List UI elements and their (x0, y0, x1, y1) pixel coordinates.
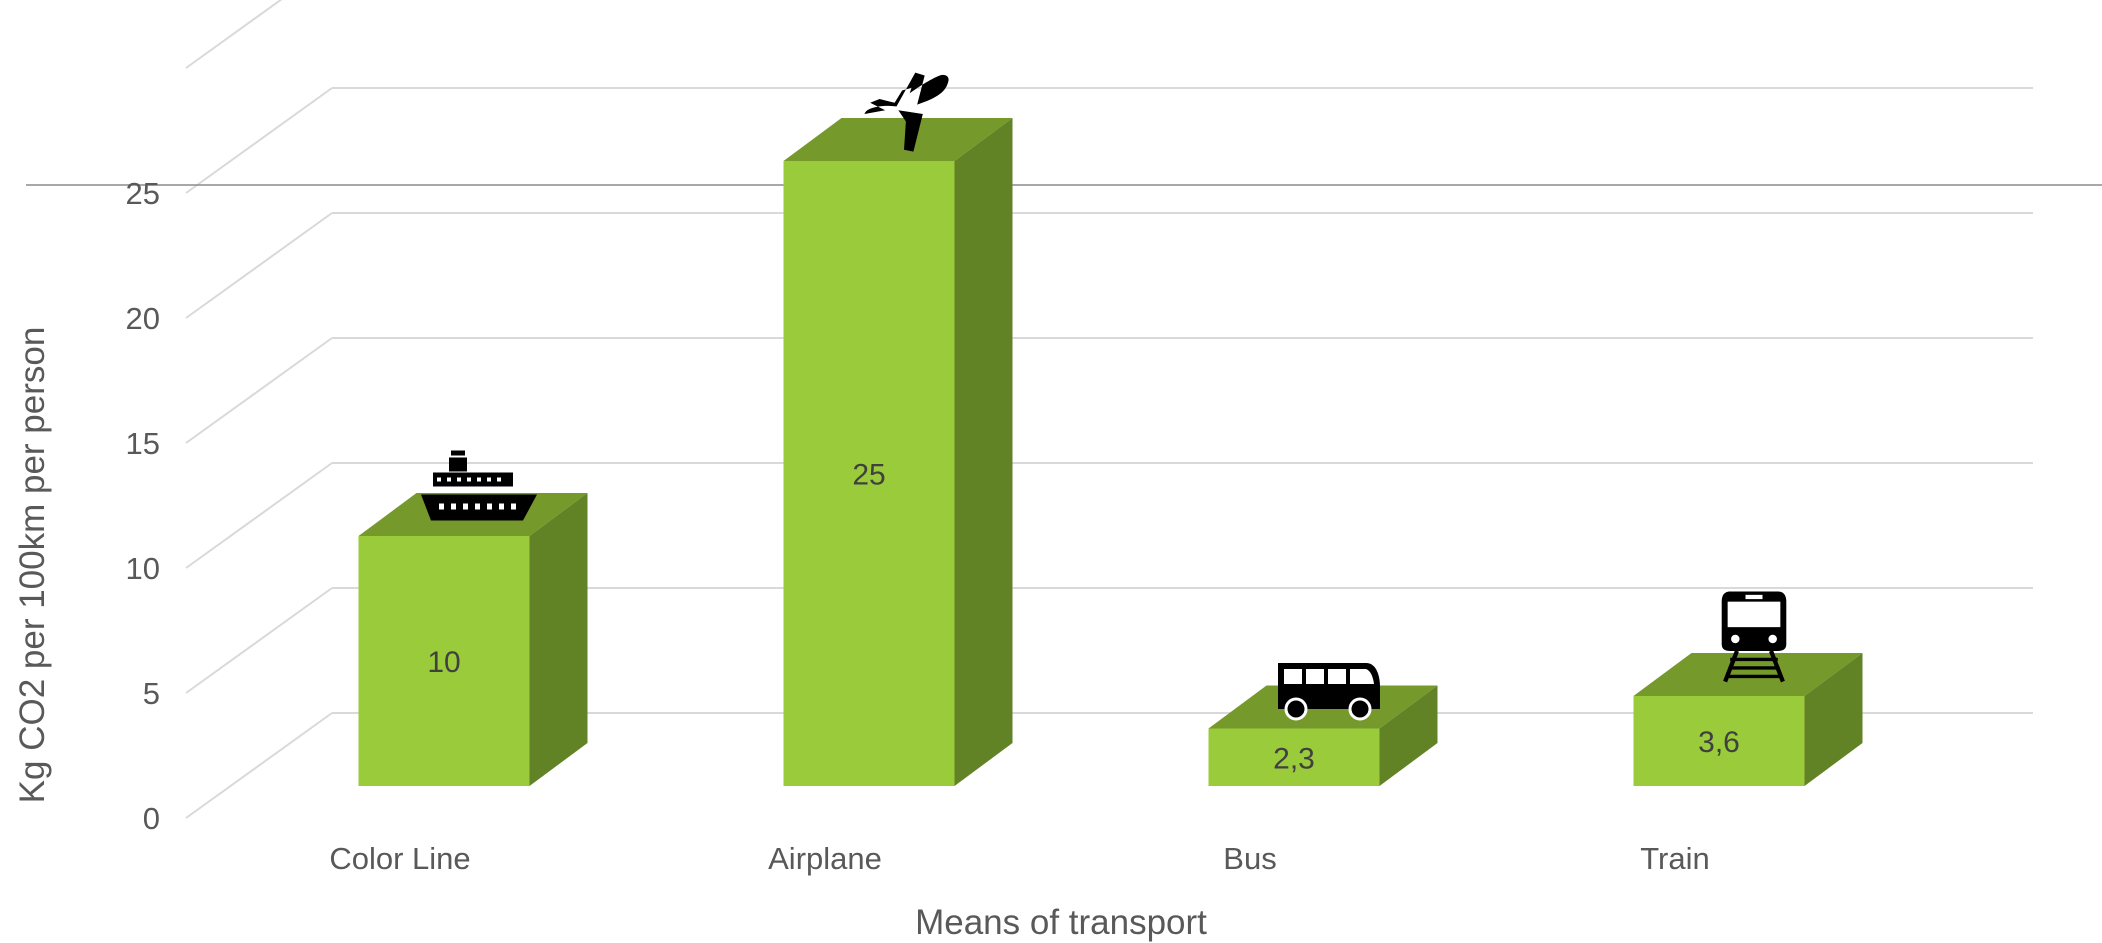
bar-side-face (1804, 653, 1863, 786)
data-label: 2,3 (1273, 742, 1315, 775)
bar-front-face (1633, 696, 1805, 786)
bar-front-face (1208, 728, 1380, 786)
bar-front-face (358, 536, 530, 786)
x-category-label: Airplane (768, 841, 882, 876)
ship-icon (421, 450, 537, 521)
y-axis-ticks: 0 5 10 15 20 25 (126, 176, 160, 836)
bar-side-face (954, 118, 1013, 786)
gridline (185, 337, 2033, 444)
bar-side-face (1379, 685, 1438, 786)
data-label: 25 (852, 459, 885, 492)
y-tick-label: 15 (126, 426, 160, 461)
bar-train: 3,6 (1633, 591, 1863, 786)
y-tick-label: 25 (126, 176, 160, 211)
y-tick-label: 20 (126, 301, 160, 336)
train-icon (1722, 591, 1787, 681)
gridline (185, 87, 2033, 194)
data-label: 10 (427, 646, 460, 679)
x-category-label: Train (1640, 841, 1709, 876)
bar-front-face (783, 161, 955, 786)
bars: 10 25 2,3 3,6 (358, 72, 1863, 786)
y-tick-label: 10 (126, 551, 160, 586)
gridlines (185, 0, 2033, 819)
bar-airplane: 25 (783, 72, 1013, 786)
bar-top-face (1633, 653, 1863, 696)
gridline (185, 0, 283, 69)
gridline (185, 212, 2033, 319)
y-axis-title: Kg CO2 per 100km per person (13, 327, 52, 804)
x-category-label: Bus (1223, 841, 1276, 876)
x-category-label: Color Line (329, 841, 470, 876)
x-axis-title: Means of transport (915, 903, 1207, 942)
bar-side-face (529, 493, 588, 786)
x-axis-categories: Color Line Airplane Bus Train (329, 841, 1709, 876)
bar-top-face (783, 118, 1013, 161)
data-label: 3,6 (1698, 726, 1740, 759)
bar-color-line: 10 (358, 450, 588, 786)
y-tick-label: 5 (143, 676, 160, 711)
bar-bus: 2,3 (1208, 661, 1438, 786)
gridline (185, 462, 2033, 569)
gridline (185, 587, 2033, 694)
y-tick-label: 0 (143, 801, 160, 836)
